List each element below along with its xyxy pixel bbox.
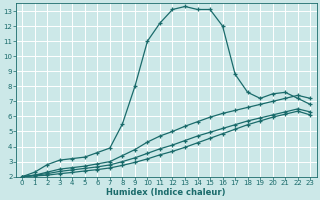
X-axis label: Humidex (Indice chaleur): Humidex (Indice chaleur) (107, 188, 226, 197)
